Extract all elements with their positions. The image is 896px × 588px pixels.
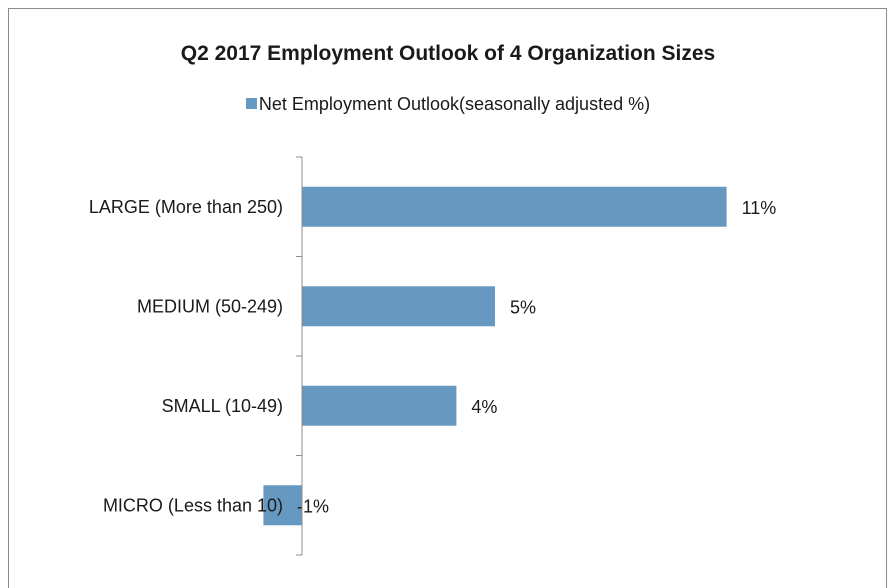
chart-legend: Net Employment Outlook(seasonally adjust… — [0, 94, 896, 115]
bar — [302, 286, 495, 327]
legend-label: Net Employment Outlook(seasonally adjust… — [258, 94, 651, 114]
data-label: 4% — [471, 397, 497, 417]
category-label: SMALL (10-49) — [162, 396, 283, 416]
data-label: 5% — [510, 297, 536, 317]
bar — [263, 485, 302, 526]
category-label: MEDIUM (50-249) — [137, 296, 283, 316]
category-label: MICRO (Less than 10) — [103, 495, 283, 515]
data-label: 11% — [742, 198, 777, 218]
bar — [302, 385, 457, 426]
category-label: LARGE (More than 250) — [89, 197, 283, 217]
bar — [302, 186, 727, 227]
legend-swatch — [245, 98, 257, 109]
chart-title: Q2 2017 Employment Outlook of 4 Organiza… — [180, 42, 716, 65]
data-label: -1% — [297, 496, 329, 516]
